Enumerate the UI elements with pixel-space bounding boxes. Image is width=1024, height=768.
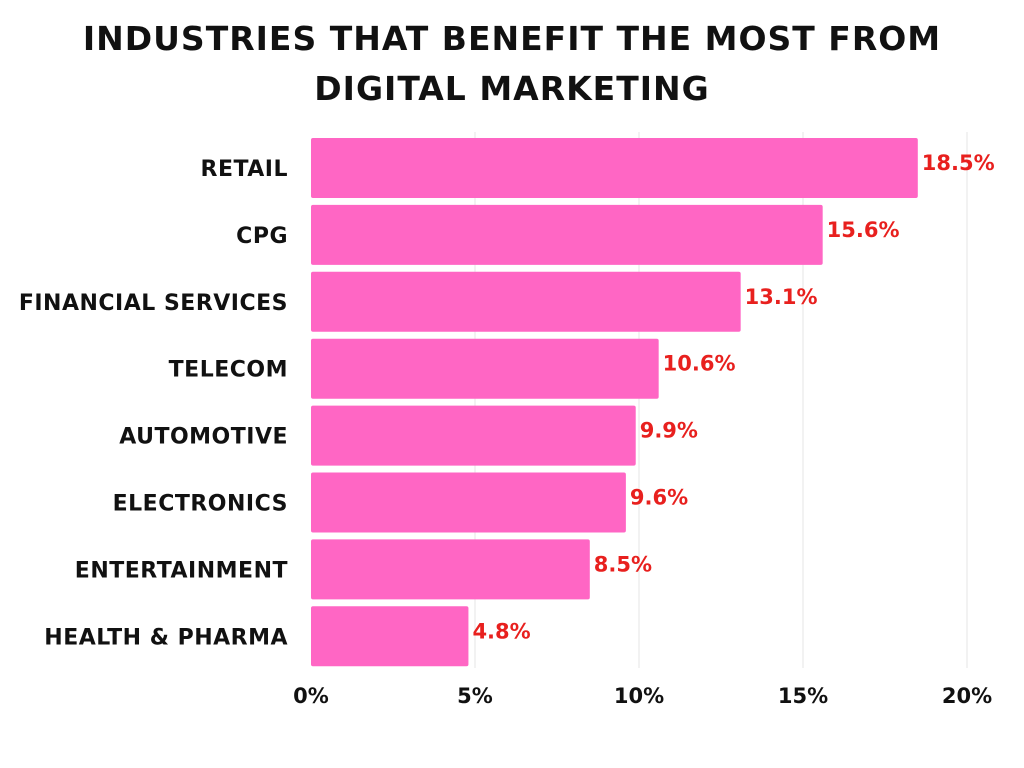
bar [311, 606, 469, 667]
data-label: 18.5% [922, 151, 995, 175]
category-label: FINANCIAL SERVICES [19, 291, 288, 316]
bar [311, 271, 741, 332]
x-tick-label: 10% [614, 684, 664, 708]
data-label: 10.6% [663, 352, 736, 376]
category-label: CPG [236, 224, 288, 249]
bar [311, 405, 636, 466]
data-label: 9.9% [640, 419, 698, 443]
category-label: ELECTRONICS [113, 492, 288, 517]
data-label: 8.5% [594, 552, 652, 576]
category-label: TELECOM [169, 358, 288, 383]
category-label: HEALTH & PHARMA [44, 625, 288, 650]
x-tick-label: 5% [457, 684, 493, 708]
bar [311, 338, 659, 399]
data-label: 9.6% [630, 486, 688, 510]
bar [311, 204, 823, 265]
x-tick-label: 0% [293, 684, 329, 708]
data-label: 4.8% [472, 619, 530, 643]
data-label: 15.6% [827, 218, 900, 242]
category-label: ENTERTAINMENT [75, 558, 288, 583]
x-tick-label: 15% [778, 684, 828, 708]
category-label: RETAIL [201, 157, 289, 182]
bar [311, 138, 918, 198]
category-label: AUTOMOTIVE [119, 425, 288, 450]
chart-title: Industries That Benefit the Most From Di… [82, 19, 942, 108]
data-label: 13.1% [745, 285, 818, 309]
bar [311, 539, 590, 600]
x-tick-label: 20% [942, 684, 992, 708]
bar [311, 472, 626, 533]
